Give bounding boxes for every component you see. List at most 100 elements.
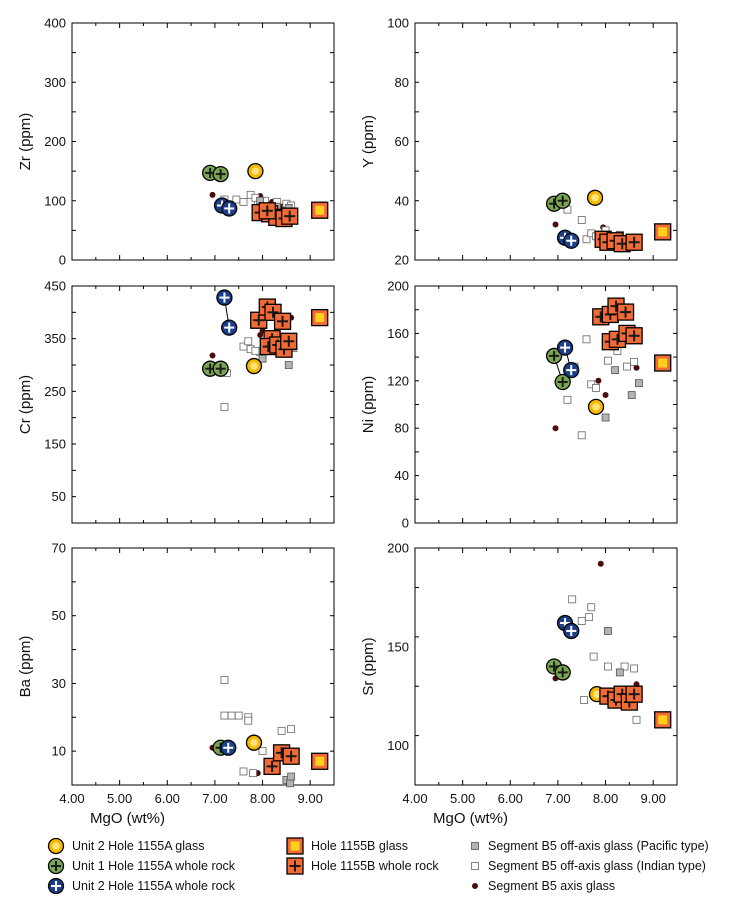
point-axis (597, 560, 604, 567)
legend-item-1155b-wr: Hole 1155B whole rock (285, 856, 439, 876)
point-indian (577, 216, 586, 224)
y-tick-label: 200 (387, 279, 409, 294)
point-indian (258, 747, 267, 756)
panel-zr: 0 100 200 300 400 Zr (ppm) (17, 16, 335, 268)
point-unit2-glass (245, 357, 263, 375)
point-unit2-wr (563, 361, 580, 379)
point-unit2-wr (220, 739, 237, 756)
point-indian (630, 357, 639, 366)
y-tick-label: 200 (387, 541, 409, 556)
panel-cr: 50 150 250 350 450 Cr (ppm) (17, 279, 335, 524)
hole1155b-glass-marker-icon (286, 837, 304, 855)
point-unit2-glass (587, 398, 605, 416)
legend-marker (286, 837, 304, 855)
point-unit1-wr (554, 373, 571, 391)
y-axis-label: Y (ppm) (360, 115, 377, 168)
point-indian (251, 346, 260, 355)
point-pacific (601, 413, 610, 422)
point-unit2-wr (221, 200, 238, 217)
y-axis-label: Ba (ppm) (17, 636, 34, 698)
point-hole1155b-wr (625, 233, 643, 251)
y-tick-label: 300 (44, 75, 66, 90)
legend-item-indian: Segment B5 off-axis glass (Indian type) (468, 856, 706, 876)
plot-frame (414, 22, 678, 261)
point-unit2-wr (556, 339, 574, 356)
point-hole1155b-wr (625, 685, 643, 703)
point-pacific (286, 779, 295, 788)
point-unit1-wr (212, 360, 229, 377)
x-tick-label: 7.00 (202, 791, 227, 806)
indian-glass-marker-icon (471, 862, 479, 870)
point-indian (589, 652, 598, 661)
point-unit2-wr (563, 232, 580, 249)
x-tick-label: 8.00 (250, 791, 275, 806)
x-tick-label: 7.00 (545, 791, 570, 806)
y-tick-label: 50 (52, 489, 66, 504)
legend-item-unit2-glass: Unit 2 Hole 1155A glass (46, 836, 205, 856)
y-tick-label: 160 (387, 326, 409, 341)
point-unit2-wr (221, 319, 238, 336)
legend-marker (47, 877, 65, 895)
point-hole1155b-glass (654, 711, 672, 729)
legend-marker (471, 842, 479, 850)
point-indian (630, 664, 639, 673)
y-tick-label: 80 (395, 75, 409, 90)
panel-y: 20 40 60 80 100 Y (ppm) (360, 16, 678, 268)
point-indian (227, 711, 236, 720)
legend-item-pacific: Segment B5 off-axis glass (Pacific type) (468, 836, 709, 856)
point-indian (249, 769, 257, 778)
point-indian (277, 726, 286, 735)
y-tick-label: 20 (395, 253, 409, 268)
point-pacific (634, 379, 643, 388)
x-tick-label: 4.00 (59, 791, 84, 806)
point-indian (239, 767, 248, 776)
point-unit1-wr (545, 347, 563, 365)
point-axis (552, 221, 559, 228)
point-indian (604, 356, 612, 365)
point-axis (209, 352, 216, 359)
point-indian (244, 337, 253, 346)
legend-label: Hole 1155B glass (311, 839, 409, 853)
point-indian (577, 431, 586, 440)
legend: Unit 2 Hole 1155A glass Unit 1 Hole 1155… (0, 830, 746, 900)
legend-marker (286, 857, 304, 875)
point-pacific (615, 668, 624, 677)
point-indian (577, 617, 586, 625)
point-hole1155b-wr (273, 312, 292, 330)
point-hole1155b-glass (311, 201, 329, 219)
legend-label: Unit 2 Hole 1155A glass (72, 839, 205, 853)
panel-sr: 100 150 200 Sr (ppm) 4.00 5.00 6.00 7.00 8.00 9.0… (360, 541, 678, 827)
point-pacific (604, 627, 612, 635)
y-axis-label: Ni (ppm) (360, 376, 377, 434)
y-tick-label: 450 (44, 279, 66, 294)
point-indian (563, 395, 572, 404)
point-unit2-glass (247, 162, 264, 180)
y-tick-label: 400 (44, 16, 66, 31)
y-tick-label: 80 (395, 421, 409, 436)
x-tick-label: 6.00 (498, 791, 523, 806)
point-axis (209, 191, 216, 198)
point-unit2-glass (586, 189, 604, 206)
y-axis-label: Sr (ppm) (360, 637, 377, 695)
point-hole1155b-wr (264, 303, 282, 321)
point-indian (239, 198, 248, 206)
point-hole1155b-wr (625, 327, 643, 345)
point-indian (220, 676, 229, 684)
point-indian (604, 662, 612, 671)
point-indian (632, 715, 641, 724)
point-hole1155b-wr (282, 747, 300, 765)
x-tick-label: 9.00 (298, 791, 323, 806)
y-tick-label: 30 (52, 676, 66, 691)
legend-marker (472, 883, 478, 889)
pacific-glass-marker-icon (471, 842, 479, 850)
point-indian (587, 603, 596, 612)
point-indian (234, 711, 243, 720)
y-tick-label: 150 (387, 639, 409, 654)
point-hole1155b-glass (311, 752, 329, 770)
y-tick-label: 350 (44, 331, 66, 346)
legend-item-unit2-wr: Unit 2 Hole 1155A whole rock (46, 876, 235, 896)
point-unit2-wr (216, 289, 233, 306)
point-hole1155b-wr (281, 207, 299, 225)
point-unit2-glass (245, 734, 263, 751)
x-axis-label: MgO (wt%) (433, 810, 508, 827)
